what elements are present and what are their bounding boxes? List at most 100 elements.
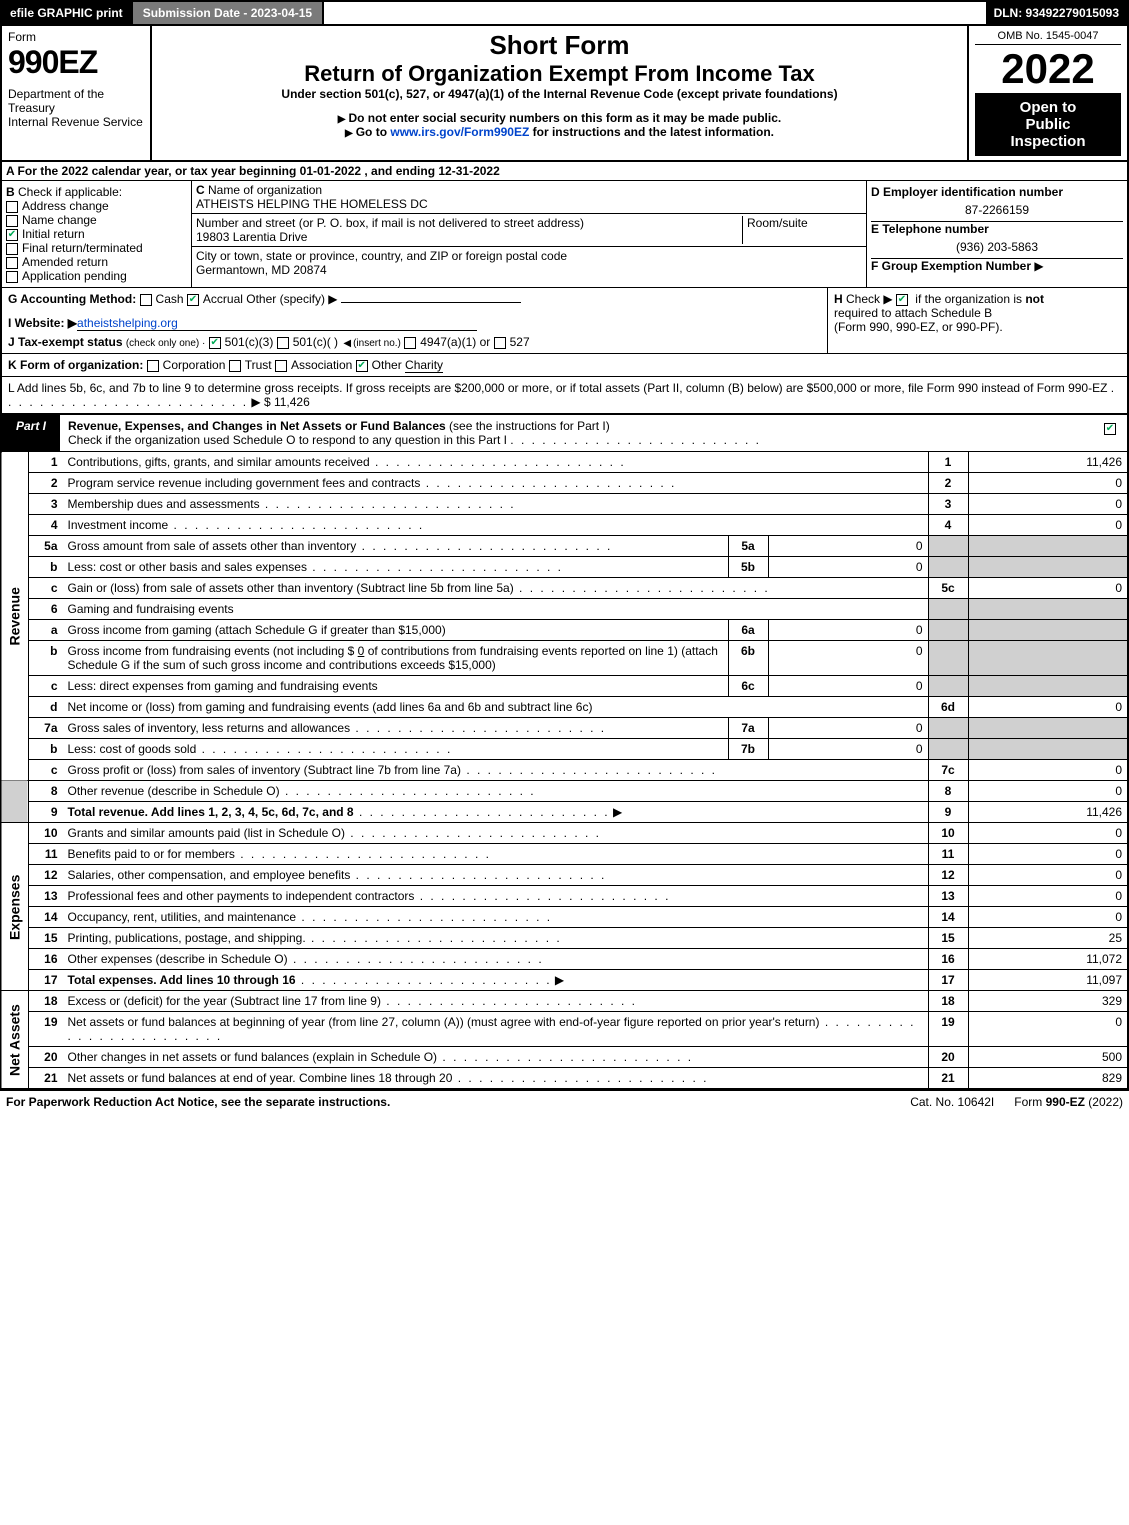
part1-title: Revenue, Expenses, and Changes in Net As… xyxy=(60,415,1097,451)
rn-6-grey xyxy=(928,599,968,620)
l-row: L Add lines 5b, 6c, and 7b to line 9 to … xyxy=(0,377,1129,415)
ln-6b: b xyxy=(29,641,63,676)
c-city-row: City or town, state or province, country… xyxy=(192,247,866,279)
g-block: G Accounting Method: Cash Accrual Other … xyxy=(2,288,827,353)
v-7c: 0 xyxy=(968,760,1128,781)
j-label: J Tax-exempt status xyxy=(8,335,123,349)
ln-11: 11 xyxy=(29,844,63,865)
lbl-other-org: Other xyxy=(372,358,402,372)
instr-1: Do not enter social security numbers on … xyxy=(158,111,961,125)
rn-2: 2 xyxy=(928,473,968,494)
f-label: F Group Exemption Number xyxy=(871,259,1031,273)
v-6d: 0 xyxy=(968,697,1128,718)
v-14: 0 xyxy=(968,907,1128,928)
rn-6d: 6d xyxy=(928,697,968,718)
d-11: Benefits paid to or for members xyxy=(68,847,235,861)
v-6b-grey xyxy=(968,641,1128,676)
vlabel-net: Net Assets xyxy=(1,991,29,1089)
cb-app-pending[interactable] xyxy=(6,271,18,283)
d-19: Net assets or fund balances at beginning… xyxy=(68,1015,820,1029)
rn-17: 17 xyxy=(928,970,968,991)
lbl-assoc: Association xyxy=(291,358,352,372)
f-arrow-icon: ▶ xyxy=(1034,259,1043,273)
rn-19: 19 xyxy=(928,1012,968,1047)
sv-7a: 0 xyxy=(768,718,928,739)
cb-assoc[interactable] xyxy=(275,360,287,372)
part1-title-note: (see the instructions for Part I) xyxy=(449,419,610,433)
sv-6b: 0 xyxy=(768,641,928,676)
instr2-post: for instructions and the latest informat… xyxy=(529,125,774,139)
lbl-501c3: 501(c)(3) xyxy=(225,335,274,349)
lbl-527: 527 xyxy=(510,335,530,349)
cb-501c3[interactable] xyxy=(209,337,221,349)
open-public-box: Open to Public Inspection xyxy=(975,93,1121,156)
part1-check-line: Check if the organization used Schedule … xyxy=(68,433,507,447)
c-label: C xyxy=(196,183,205,197)
v-9: 11,426 xyxy=(968,802,1128,823)
vlabel-revenue: Revenue xyxy=(1,452,29,781)
sn-6c: 6c xyxy=(728,676,768,697)
cb-501c[interactable] xyxy=(277,337,289,349)
v-11: 0 xyxy=(968,844,1128,865)
d-7a: Gross sales of inventory, less returns a… xyxy=(68,721,351,735)
omb: OMB No. 1545-0047 xyxy=(975,30,1121,45)
lbl-cash: Cash xyxy=(156,292,184,306)
rn-6b-grey xyxy=(928,641,968,676)
cb-corp[interactable] xyxy=(147,360,159,372)
d-5a: Gross amount from sale of assets other t… xyxy=(68,539,357,553)
cb-final-return[interactable] xyxy=(6,243,18,255)
cb-trust[interactable] xyxy=(229,360,241,372)
open3: Inspection xyxy=(979,133,1117,150)
h-block: H Check ▶ if the organization is not req… xyxy=(827,288,1127,353)
cb-4947[interactable] xyxy=(404,337,416,349)
d-6b-1: Gross income from fundraising events (no… xyxy=(68,644,355,658)
lbl-app-pending: Application pending xyxy=(22,269,127,283)
irs-label: Internal Revenue Service xyxy=(8,115,144,129)
rn-1: 1 xyxy=(928,452,968,473)
d-7b: Less: cost of goods sold xyxy=(68,742,197,756)
cb-other-org[interactable] xyxy=(356,360,368,372)
street-label: Number and street (or P. O. box, if mail… xyxy=(196,216,584,230)
part1-title-text: Revenue, Expenses, and Changes in Net As… xyxy=(68,419,446,433)
footer-form-post: (2022) xyxy=(1085,1095,1123,1109)
subtitle: Under section 501(c), 527, or 4947(a)(1)… xyxy=(158,87,961,101)
cb-sched-b[interactable] xyxy=(896,294,908,306)
vlabel-expenses: Expenses xyxy=(1,823,29,991)
ln-7c: c xyxy=(29,760,63,781)
lbl-addr-change: Address change xyxy=(22,199,109,213)
cb-address-change[interactable] xyxy=(6,201,18,213)
g-h-row: G Accounting Method: Cash Accrual Other … xyxy=(0,288,1129,354)
cb-amended[interactable] xyxy=(6,257,18,269)
ln-6a: a xyxy=(29,620,63,641)
footer-form: 990-EZ xyxy=(1046,1095,1085,1109)
lbl-final-return: Final return/terminated xyxy=(22,241,143,255)
footer-catno: Cat. No. 10642I xyxy=(890,1095,1014,1109)
phone: (936) 203-5863 xyxy=(871,236,1123,259)
header-center: Short Form Return of Organization Exempt… xyxy=(152,26,967,160)
footer-left: For Paperwork Reduction Act Notice, see … xyxy=(6,1095,890,1109)
cb-cash[interactable] xyxy=(140,294,152,306)
cb-initial-return[interactable] xyxy=(6,229,18,241)
c-name-row: C Name of organization ATHEISTS HELPING … xyxy=(192,181,866,214)
sn-5b: 5b xyxy=(728,557,768,578)
cb-name-change[interactable] xyxy=(6,215,18,227)
part1-tag: Part I xyxy=(2,415,60,451)
v-13: 0 xyxy=(968,886,1128,907)
v-1: 11,426 xyxy=(968,452,1128,473)
cb-part1-sched-o[interactable] xyxy=(1104,423,1116,435)
d-6: Gaming and fundraising events xyxy=(63,599,929,620)
d-6a: Gross income from gaming (attach Schedul… xyxy=(68,623,446,637)
dept-label: Department of the Treasury xyxy=(8,87,144,115)
website-link[interactable]: atheistshelping.org xyxy=(77,316,477,331)
sn-7b: 7b xyxy=(728,739,768,760)
instr2-pre: Go to xyxy=(356,125,391,139)
part1-header: Part I Revenue, Expenses, and Changes in… xyxy=(0,415,1129,452)
irs-link[interactable]: www.irs.gov/Form990EZ xyxy=(390,125,529,139)
efile-print[interactable]: efile GRAPHIC print xyxy=(2,2,131,24)
lbl-501c: 501(c)( ) xyxy=(293,335,338,349)
cb-accrual[interactable] xyxy=(187,294,199,306)
cb-527[interactable] xyxy=(494,337,506,349)
l-text: L Add lines 5b, 6c, and 7b to line 9 to … xyxy=(8,381,1107,395)
ln-5a: 5a xyxy=(29,536,63,557)
h-note2: required to attach Schedule B xyxy=(834,306,992,320)
